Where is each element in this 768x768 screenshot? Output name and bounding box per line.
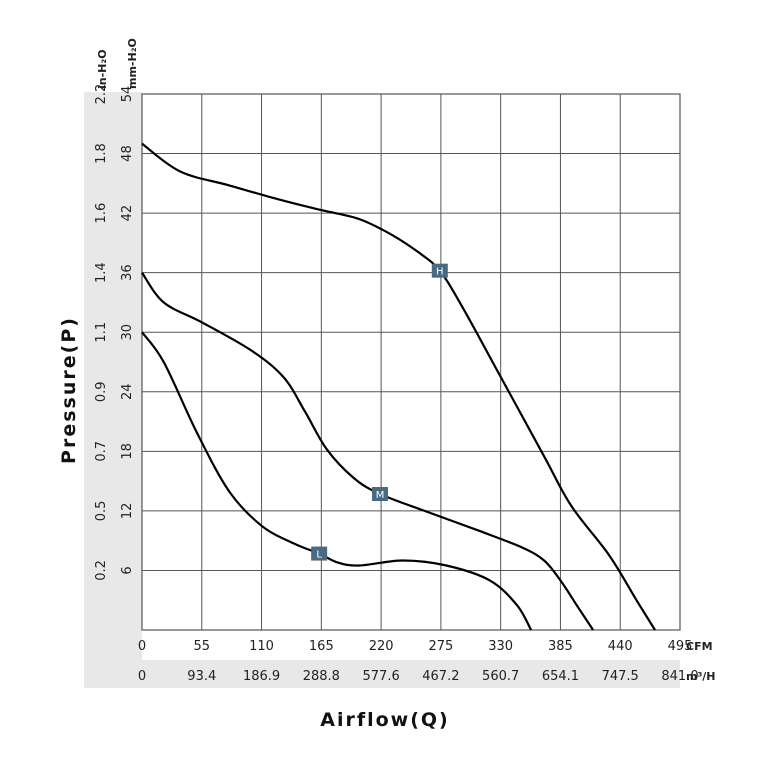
x-tick-label-m3h: 0	[138, 669, 146, 684]
y-tick-label-in: 1.6	[94, 203, 109, 224]
x-tick-label-m3h: 186.9	[243, 669, 280, 684]
x-tick-label-cfm: 0	[138, 639, 146, 654]
y-unit-mm-h2o: mm-H₂O	[126, 38, 139, 89]
y-tick-label-mm: 24	[120, 384, 135, 401]
y-tick-label-mm: 18	[120, 443, 135, 460]
x-tick-label-m3h: 93.4	[187, 669, 216, 684]
tick-labels: 0 55 110 165 220 275 330 385 440 495 0 93.4 186.9 288…	[94, 84, 699, 684]
series-markers: H M L	[311, 263, 448, 561]
y-unit-in-h2o: in-H₂O	[96, 49, 109, 89]
x-tick-label-cfm: 385	[548, 639, 573, 654]
x-tick-label-m3h: 560.7	[482, 669, 519, 684]
x-tick-label-cfm: 440	[608, 639, 633, 654]
y-tick-label-mm: 6	[120, 566, 135, 574]
x-tick-label-cfm: 330	[488, 639, 513, 654]
x-axis-title: Airflow(Q)	[320, 709, 450, 731]
y-tick-label-mm: 42	[120, 205, 135, 222]
marker-m	[372, 487, 389, 502]
y-tick-label-mm: 48	[120, 145, 135, 162]
x-axis-band	[84, 660, 680, 688]
y-tick-label-in: 0.5	[94, 501, 109, 522]
y-tick-label-mm: 30	[120, 324, 135, 341]
marker-label-m: M	[376, 490, 385, 501]
marker-label-h: H	[436, 267, 444, 278]
x-tick-label-m3h: 841.0	[661, 669, 698, 684]
x-tick-label-cfm: 220	[369, 639, 394, 654]
y-tick-label-in: 0.2	[94, 560, 109, 581]
plot-frame	[141, 93, 681, 631]
x-unit-m3h: m³/H	[686, 670, 716, 683]
y-tick-label-in: 1.1	[94, 322, 109, 343]
y-tick-label-mm: 12	[120, 503, 135, 520]
x-tick-label-cfm: 165	[309, 639, 334, 654]
x-tick-label-cfm: 55	[194, 639, 211, 654]
y-axis-band	[84, 92, 142, 688]
marker-label-l: L	[316, 550, 322, 561]
y-tick-label-mm: 54	[120, 86, 135, 103]
x-tick-label-cfm: 275	[428, 639, 453, 654]
plot-area	[142, 94, 680, 630]
x-tick-label-m3h: 467.2	[422, 669, 459, 684]
y-tick-label-in: 0.9	[94, 381, 109, 402]
x-tick-label-cfm: 110	[249, 639, 274, 654]
grid	[141, 93, 681, 631]
curve-m	[141, 272, 595, 631]
marker-h	[431, 263, 448, 278]
y-tick-label-in: 1.4	[94, 262, 109, 283]
y-tick-label-in: 2.2	[94, 84, 109, 105]
x-tick-label-m3h: 288.8	[303, 669, 340, 684]
y-tick-label-in: 0.7	[94, 441, 109, 462]
y-axis-title: Pressure(P)	[58, 316, 80, 464]
marker-l	[311, 546, 328, 561]
y-tick-label-in: 1.8	[94, 143, 109, 164]
y-tick-label-mm: 36	[120, 264, 135, 281]
x-tick-label-m3h: 654.1	[542, 669, 579, 684]
x-tick-label-cfm: 495	[668, 639, 693, 654]
x-unit-cfm: CFM	[686, 640, 713, 653]
x-tick-label-m3h: 577.6	[363, 669, 400, 684]
x-tick-label-m3h: 747.5	[602, 669, 639, 684]
